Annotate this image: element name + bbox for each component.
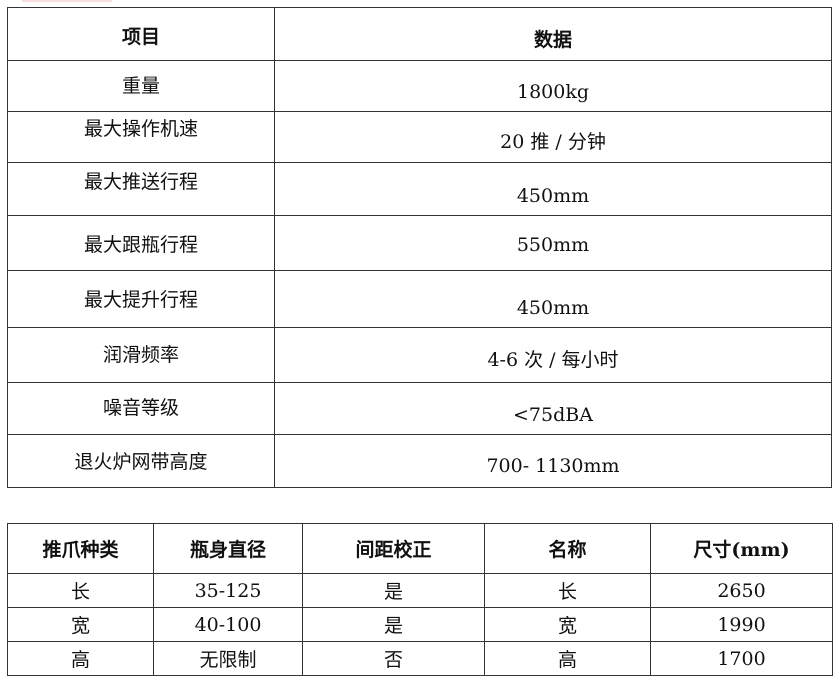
item-cell: 最大跟瓶行程 — [7, 215, 275, 271]
table-header-row: 推爪种类 瓶身直径 间距校正 名称 尺寸(mm) — [7, 523, 833, 574]
table-row: 最大推送行程 450mm — [7, 162, 832, 216]
table-row: 噪音等级 <75dBA — [7, 382, 832, 435]
claw-table: 推爪种类 瓶身直径 间距校正 名称 尺寸(mm) 长 35-125 是 长 26… — [7, 523, 833, 676]
value-cell: 700- 1130mm — [274, 434, 832, 488]
item-cell: 最大提升行程 — [7, 270, 275, 328]
cell: 宽 — [7, 607, 154, 642]
cell: 是 — [302, 607, 485, 642]
value-cell: 450mm — [274, 162, 832, 216]
table-row: 最大操作机速 20 推 / 分钟 — [7, 111, 832, 163]
value-cell: 20 推 / 分钟 — [274, 111, 832, 163]
cell: 2650 — [650, 573, 833, 608]
cell: 35-125 — [153, 573, 303, 608]
cell: 1990 — [650, 607, 833, 642]
item-cell: 重量 — [7, 60, 275, 112]
table-row: 长 35-125 是 长 2650 — [7, 573, 833, 608]
value-cell: 4-6 次 / 每小时 — [274, 327, 832, 383]
item-cell: 润滑频率 — [7, 327, 275, 383]
header-cell: 间距校正 — [302, 523, 485, 574]
header-cell: 推爪种类 — [7, 523, 154, 574]
table-row: 重量 1800kg — [7, 60, 832, 112]
item-cell: 退火炉网带高度 — [7, 434, 275, 488]
cell: 无限制 — [153, 641, 303, 676]
cell: 长 — [484, 573, 651, 608]
item-cell: 最大操作机速 — [7, 111, 275, 163]
spec-table: 项目 数据 重量 1800kg 最大操作机速 20 推 / 分钟 最大推送行程 450… — [7, 7, 832, 488]
table-row: 最大提升行程 450mm — [7, 270, 832, 328]
value-cell: 1800kg — [274, 60, 832, 112]
cell: 宽 — [484, 607, 651, 642]
header-cell: 尺寸(mm) — [650, 523, 833, 574]
value-cell: 550mm — [274, 215, 832, 271]
cell: 否 — [302, 641, 485, 676]
table-row: 宽 40-100 是 宽 1990 — [7, 607, 833, 642]
cell: 1700 — [650, 641, 833, 676]
header-cell: 项目 — [7, 7, 275, 61]
cell: 长 — [7, 573, 154, 608]
cropped-heading-remnant — [22, 0, 112, 2]
table-row: 高 无限制 否 高 1700 — [7, 641, 833, 676]
header-cell: 数据 — [274, 7, 832, 61]
header-cell: 瓶身直径 — [153, 523, 303, 574]
item-cell: 最大推送行程 — [7, 162, 275, 216]
value-cell: 450mm — [274, 270, 832, 328]
item-cell: 噪音等级 — [7, 382, 275, 435]
header-cell: 名称 — [484, 523, 651, 574]
cell: 40-100 — [153, 607, 303, 642]
table-header-row: 项目 数据 — [7, 7, 832, 61]
value-cell: <75dBA — [274, 382, 832, 435]
cell: 高 — [484, 641, 651, 676]
table-row: 最大跟瓶行程 550mm — [7, 215, 832, 271]
table-row: 润滑频率 4-6 次 / 每小时 — [7, 327, 832, 383]
cell: 高 — [7, 641, 154, 676]
table-row: 退火炉网带高度 700- 1130mm — [7, 434, 832, 488]
cell: 是 — [302, 573, 485, 608]
